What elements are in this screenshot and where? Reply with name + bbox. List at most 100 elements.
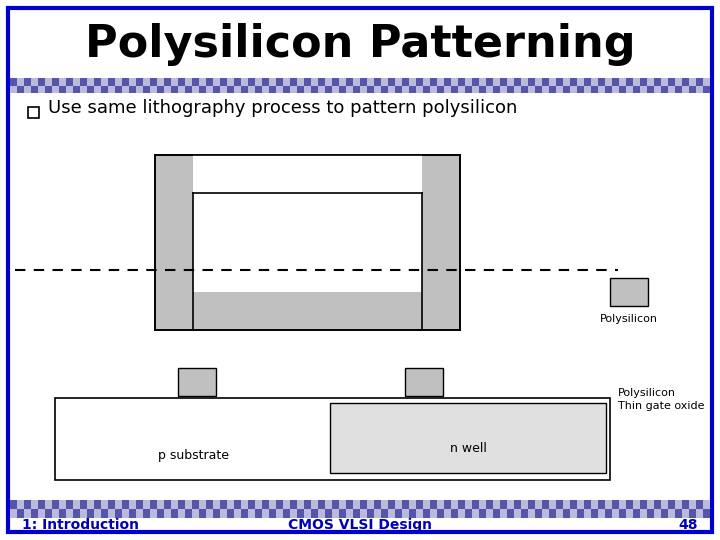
- Bar: [199, 500, 206, 509]
- Bar: [500, 509, 507, 518]
- Bar: [528, 509, 535, 518]
- Bar: [598, 509, 605, 518]
- Bar: [10, 509, 17, 518]
- Bar: [94, 85, 101, 93]
- Bar: [514, 509, 521, 518]
- Bar: [17, 500, 24, 509]
- Bar: [640, 509, 647, 518]
- Bar: [31, 78, 38, 85]
- Text: 48: 48: [678, 518, 698, 532]
- Bar: [164, 85, 171, 93]
- Bar: [178, 85, 185, 93]
- Bar: [668, 509, 675, 518]
- Bar: [206, 509, 213, 518]
- Bar: [612, 85, 619, 93]
- Bar: [423, 500, 430, 509]
- Bar: [143, 78, 150, 85]
- Bar: [486, 509, 493, 518]
- Bar: [549, 78, 556, 85]
- Bar: [199, 78, 206, 85]
- Bar: [367, 78, 374, 85]
- Bar: [269, 78, 276, 85]
- Bar: [451, 78, 458, 85]
- Bar: [668, 85, 675, 93]
- Bar: [381, 500, 388, 509]
- Bar: [360, 509, 367, 518]
- Bar: [682, 509, 689, 518]
- Bar: [255, 500, 262, 509]
- Bar: [24, 85, 31, 93]
- Bar: [395, 78, 402, 85]
- Bar: [633, 78, 640, 85]
- Bar: [318, 85, 325, 93]
- Bar: [577, 78, 584, 85]
- Bar: [416, 85, 423, 93]
- Bar: [647, 78, 654, 85]
- Bar: [696, 85, 703, 93]
- Bar: [610, 278, 648, 306]
- Text: Polysilicon: Polysilicon: [600, 314, 658, 324]
- Bar: [339, 500, 346, 509]
- Bar: [374, 509, 381, 518]
- Bar: [297, 78, 304, 85]
- Bar: [493, 500, 500, 509]
- Bar: [234, 509, 241, 518]
- Bar: [325, 500, 332, 509]
- Bar: [430, 509, 437, 518]
- Bar: [241, 500, 248, 509]
- Bar: [227, 500, 234, 509]
- Bar: [360, 85, 367, 93]
- Bar: [430, 85, 437, 93]
- Bar: [353, 500, 360, 509]
- Text: p substrate: p substrate: [158, 449, 228, 462]
- Bar: [115, 500, 122, 509]
- Bar: [73, 500, 80, 509]
- Bar: [136, 85, 143, 93]
- Bar: [276, 509, 283, 518]
- Bar: [24, 509, 31, 518]
- Bar: [318, 509, 325, 518]
- Text: CMOS VLSI Design: CMOS VLSI Design: [288, 518, 432, 532]
- Bar: [150, 509, 157, 518]
- Bar: [28, 107, 39, 118]
- Bar: [405, 368, 443, 396]
- Bar: [556, 509, 563, 518]
- Bar: [374, 85, 381, 93]
- Bar: [283, 500, 290, 509]
- Bar: [143, 500, 150, 509]
- Bar: [290, 509, 297, 518]
- Text: n well: n well: [449, 442, 487, 455]
- Bar: [55, 398, 610, 480]
- Bar: [661, 78, 668, 85]
- Bar: [108, 509, 115, 518]
- Bar: [255, 78, 262, 85]
- Bar: [136, 509, 143, 518]
- Bar: [507, 78, 514, 85]
- Bar: [507, 500, 514, 509]
- Bar: [388, 509, 395, 518]
- Bar: [577, 500, 584, 509]
- Bar: [535, 78, 542, 85]
- Bar: [171, 500, 178, 509]
- Bar: [612, 509, 619, 518]
- Bar: [248, 85, 255, 93]
- Bar: [437, 500, 444, 509]
- Bar: [689, 78, 696, 85]
- Bar: [122, 509, 129, 518]
- Bar: [304, 85, 311, 93]
- Bar: [248, 509, 255, 518]
- Bar: [192, 509, 199, 518]
- Bar: [402, 85, 409, 93]
- Bar: [689, 500, 696, 509]
- Bar: [472, 509, 479, 518]
- Bar: [500, 85, 507, 93]
- Bar: [178, 509, 185, 518]
- Bar: [675, 500, 682, 509]
- Bar: [451, 500, 458, 509]
- Bar: [330, 403, 606, 473]
- Bar: [45, 78, 52, 85]
- Bar: [479, 78, 486, 85]
- Bar: [353, 78, 360, 85]
- Bar: [591, 500, 598, 509]
- Bar: [276, 85, 283, 93]
